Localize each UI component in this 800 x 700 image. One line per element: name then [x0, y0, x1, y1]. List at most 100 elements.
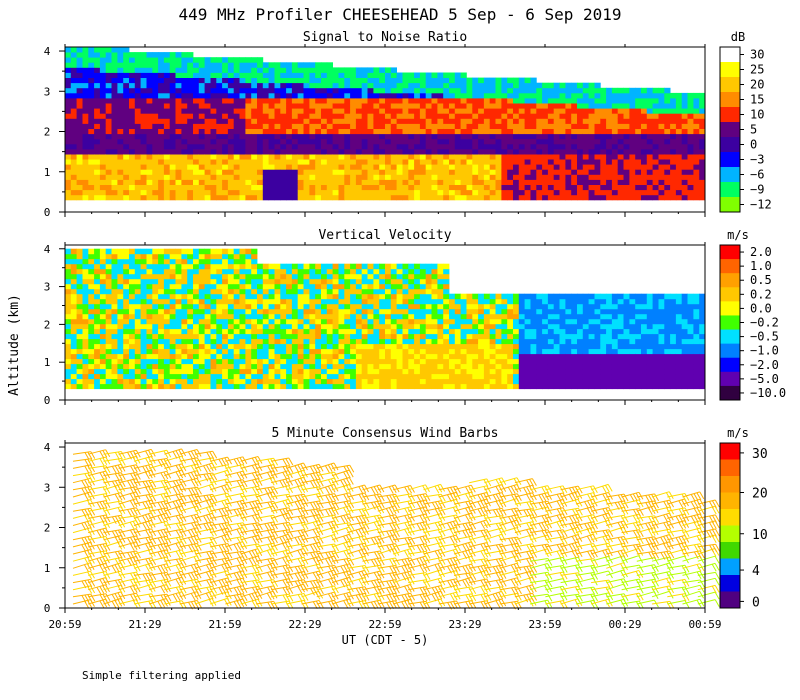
vv-cell [350, 273, 357, 280]
snr-cell [134, 179, 141, 185]
snr-cell [419, 113, 427, 119]
vv-cell [140, 283, 147, 290]
snr-cell [664, 113, 671, 119]
vv-cell [82, 308, 89, 315]
vv-cell [297, 273, 304, 280]
vv-cell [123, 333, 130, 340]
snr-cell [251, 189, 258, 196]
snr-cell [379, 113, 386, 119]
vv-cell [227, 283, 235, 290]
snr-cell [291, 169, 299, 175]
snr-cell [129, 77, 136, 84]
snr-cell [105, 72, 112, 78]
snr-cell [565, 179, 572, 185]
vv-cell [326, 348, 333, 355]
snr-cell [483, 138, 491, 145]
vv-cell [163, 248, 171, 255]
snr-cell [629, 159, 636, 165]
vv-cell [158, 303, 165, 310]
snr-cell [227, 103, 235, 109]
snr-cell [198, 133, 205, 140]
snr-cell [402, 179, 409, 185]
snr-cell [204, 103, 211, 109]
snr-cell [460, 108, 467, 114]
vv-cell [94, 283, 101, 290]
snr-cell [454, 118, 461, 124]
snr-cell [274, 77, 281, 84]
vv-cell [326, 268, 333, 275]
vv-cell [204, 328, 211, 335]
vv-cell [204, 333, 211, 340]
snr-cell [402, 82, 409, 89]
snr-cell [123, 179, 130, 185]
snr-cell [222, 72, 229, 78]
snr-cell [402, 87, 409, 94]
snr-cell [198, 123, 205, 129]
snr-cell [466, 143, 473, 150]
vv-cell [262, 323, 269, 330]
vv-cell [82, 273, 89, 280]
snr-cell [553, 154, 560, 160]
snr-cell [518, 118, 525, 124]
snr-cell [123, 47, 130, 53]
vv-cell [449, 348, 456, 355]
vv-cell [187, 358, 194, 365]
vv-cell [82, 288, 89, 295]
snr-cell [652, 123, 659, 129]
snr-cell [222, 179, 229, 185]
snr-cell [350, 154, 357, 160]
snr-cell [140, 184, 147, 191]
vv-cell [181, 258, 188, 265]
vv-cell [355, 353, 363, 360]
snr-cell [117, 118, 124, 124]
vv-cell [94, 313, 101, 320]
snr-cell [286, 174, 293, 180]
vv-cell [140, 258, 147, 265]
snr-cell [588, 189, 595, 196]
vv-cell [146, 368, 153, 375]
vv-cell [460, 358, 467, 365]
vv-cell [408, 343, 415, 350]
snr-cell [239, 98, 246, 104]
vv-cell [530, 358, 537, 365]
snr-cell [588, 154, 595, 160]
snr-cell [606, 92, 613, 99]
vv-cell [338, 303, 345, 310]
snr-cell [309, 159, 316, 165]
snr-cell [233, 128, 240, 135]
vv-cell [99, 273, 107, 280]
vv-cell [431, 318, 438, 325]
vv-cell [408, 348, 415, 355]
snr-cell [408, 159, 415, 165]
snr-cell [158, 87, 165, 94]
snr-cell [338, 169, 345, 175]
vv-cell [239, 338, 246, 345]
snr-cell [152, 108, 159, 114]
vv-cell [443, 333, 450, 340]
snr-cell [216, 62, 223, 68]
snr-cell [664, 87, 671, 94]
snr-cell [99, 194, 107, 201]
snr-cell [146, 169, 153, 175]
snr-cell [536, 174, 543, 180]
snr-cell [600, 149, 607, 155]
snr-cell [309, 92, 316, 99]
vv-cell [350, 348, 357, 355]
snr-cell [623, 103, 630, 109]
vv-cell [524, 303, 531, 310]
vv-cell [478, 348, 485, 355]
vv-cell [105, 358, 112, 365]
snr-cell [571, 123, 578, 129]
snr-cell [611, 174, 619, 180]
snr-cell [367, 174, 374, 180]
snr-cell [513, 174, 520, 180]
snr-cell [65, 72, 72, 78]
vv-cell [524, 338, 531, 345]
vv-cell [286, 288, 293, 295]
snr-cell [547, 128, 555, 135]
snr-cell [239, 194, 246, 201]
vv-cell [402, 318, 409, 325]
vv-cell [239, 298, 246, 305]
snr-cell [70, 47, 77, 53]
snr-cell [140, 52, 147, 58]
